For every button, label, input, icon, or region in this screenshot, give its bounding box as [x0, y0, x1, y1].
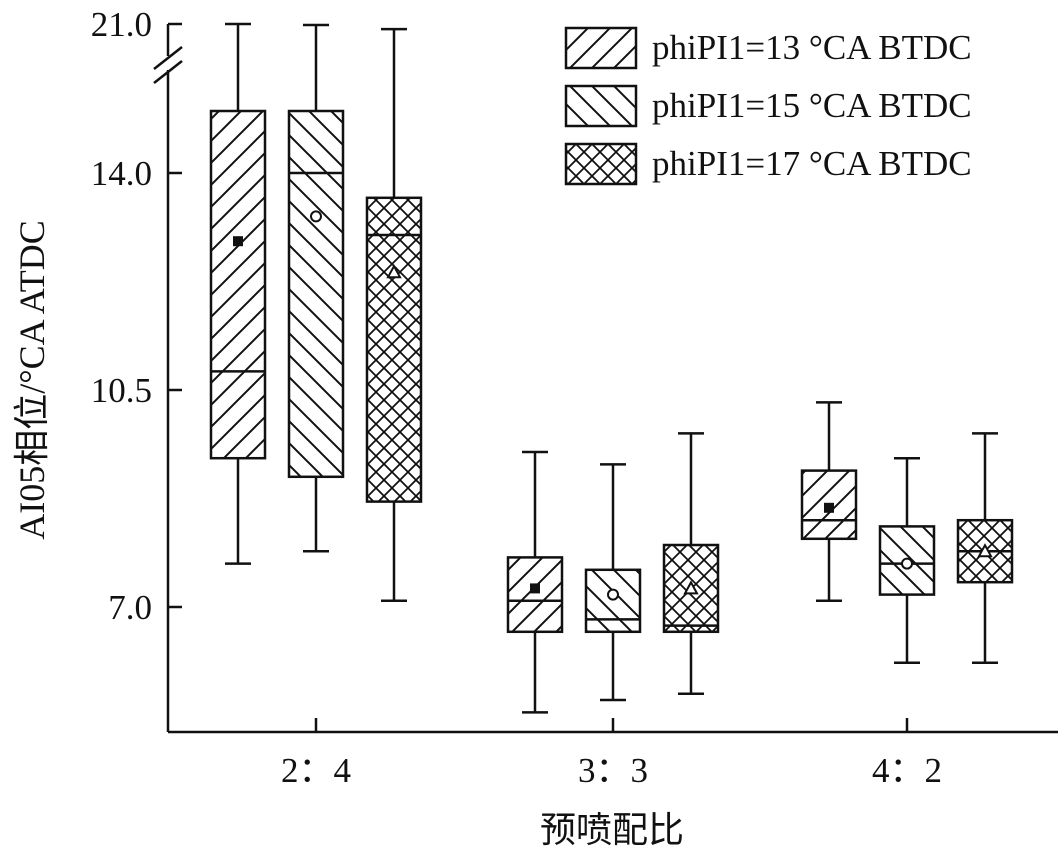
legend-swatch: [564, 26, 638, 70]
x-tick-label: 2：4: [281, 751, 351, 790]
box: [956, 432, 1014, 665]
box-body: [800, 469, 858, 541]
mean-marker: [233, 236, 243, 247]
box-body: [287, 109, 345, 479]
box-body: [506, 556, 564, 634]
box: [287, 23, 345, 553]
y-axis-title: AI05相位/°CA ATDC: [12, 220, 52, 539]
legend-label: phiPI1=15 °CA BTDC: [652, 86, 972, 125]
box: [800, 401, 858, 603]
legend-item: phiPI1=15 °CA BTDC: [564, 84, 972, 128]
legend-label: phiPI1=13 °CA BTDC: [652, 28, 972, 67]
box-series: [209, 22, 1014, 714]
legend: phiPI1=13 °CA BTDC phiPI1=15 °CA BTDC phiP…: [564, 26, 972, 186]
y-ticks: 7.0 10.5 14.0 21.0: [91, 5, 182, 627]
mean-marker: [530, 583, 540, 594]
series-group: [365, 27, 1014, 696]
mean-marker: [901, 557, 913, 570]
box: [506, 450, 564, 714]
y-tick-label: 21.0: [91, 5, 152, 44]
x-tick-label: 3：3: [578, 751, 648, 790]
box: [365, 27, 423, 603]
legend-item: phiPI1=17 °CA BTDC: [564, 142, 972, 186]
axis-break-mark: [153, 46, 183, 70]
x-tick-label: 4：2: [872, 751, 942, 790]
mean-marker: [683, 580, 699, 595]
box-body: [365, 196, 423, 503]
y-tick-label: 14.0: [91, 154, 152, 193]
mean-marker: [386, 264, 402, 279]
mean-marker: [607, 588, 619, 601]
series-group: [287, 23, 936, 702]
axis-break-mark: [153, 60, 183, 84]
legend-item: phiPI1=13 °CA BTDC: [564, 26, 972, 70]
mean-marker: [977, 543, 993, 558]
box: [878, 456, 936, 665]
box-body: [209, 109, 267, 460]
y-tick-label: 10.5: [91, 371, 152, 410]
mean-marker: [310, 210, 322, 223]
box-body: [584, 568, 642, 634]
legend-swatch: [564, 84, 638, 128]
legend-label: phiPI1=17 °CA BTDC: [652, 144, 972, 183]
series-group: [209, 22, 858, 714]
box: [209, 22, 267, 565]
box: [584, 463, 642, 702]
box: [662, 432, 720, 696]
y-tick-label: 7.0: [108, 588, 152, 627]
legend-swatch: [564, 142, 638, 186]
x-ticks: 2：4 3：3 4：2: [281, 718, 942, 790]
mean-marker: [824, 502, 834, 513]
x-axis-title: 预喷配比: [540, 810, 684, 850]
